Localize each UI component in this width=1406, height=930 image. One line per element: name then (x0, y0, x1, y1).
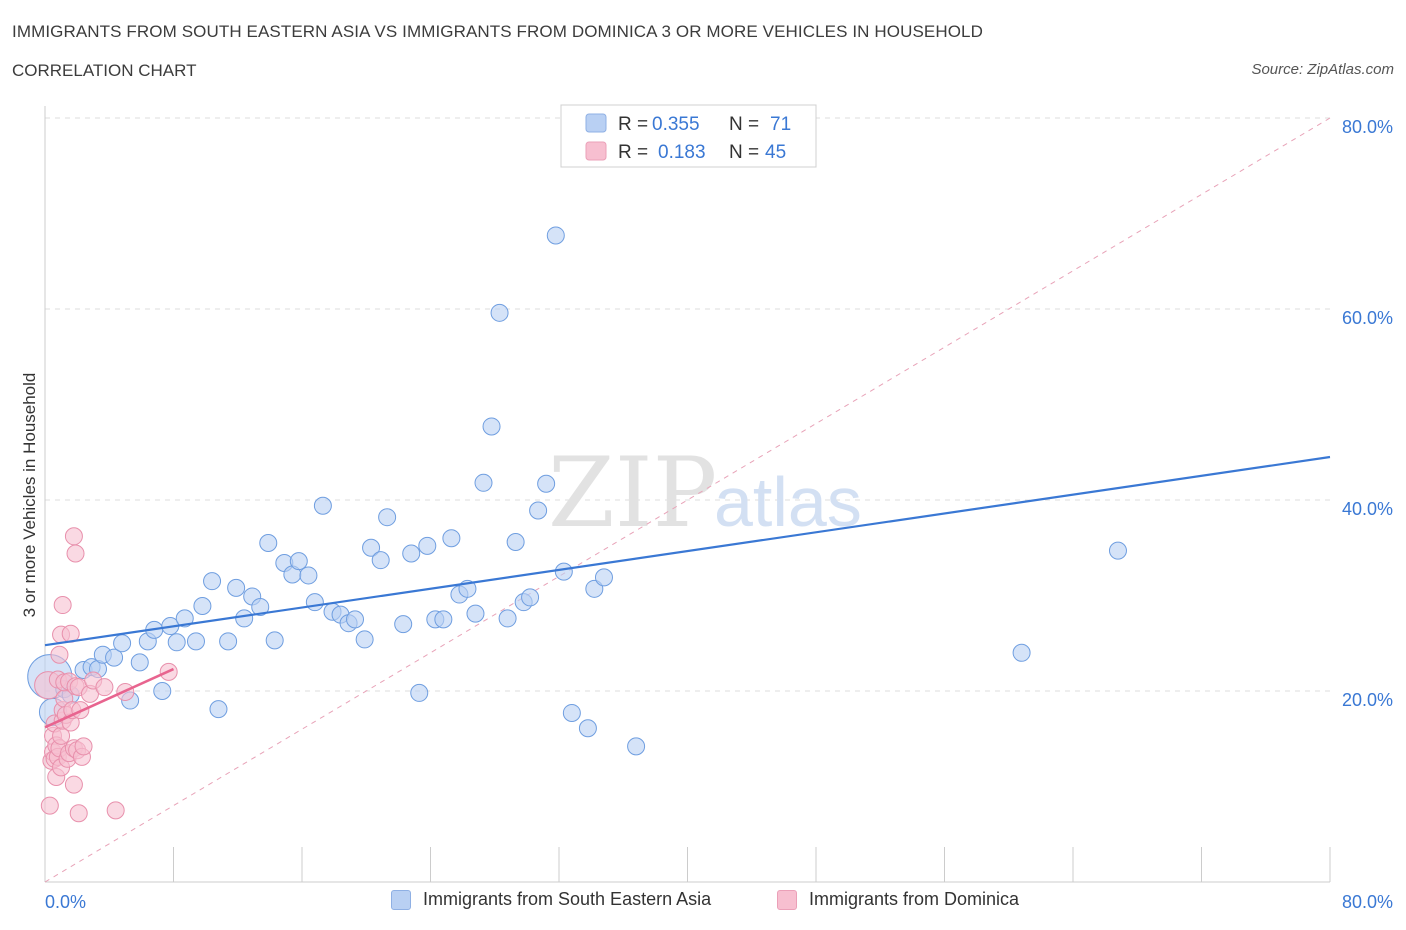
legend-r-value-1: 0.183 (658, 142, 706, 163)
chart-subtitle: CORRELATION CHART (12, 61, 197, 80)
series-dominica-points (34, 527, 178, 823)
watermark: ZIP atlas (548, 437, 862, 549)
sea-point-16 (167, 633, 186, 652)
sea-point-62 (546, 226, 565, 245)
sea-point-42 (378, 508, 397, 527)
legend-label-south-eastern-asia: Immigrants from South Eastern Asia (423, 889, 712, 909)
sea-point-18 (186, 632, 205, 651)
legend-top: R = 0.355 N = 71 R = 0.183 N = 45 (560, 104, 817, 168)
sea-point-41 (371, 551, 390, 570)
sea-point-54 (482, 417, 501, 436)
sea-point-49 (442, 529, 461, 548)
watermark-atlas: atlas (714, 463, 862, 541)
sea-point-34 (313, 496, 332, 515)
sea-point-24 (235, 609, 254, 628)
sea-point-43 (394, 615, 413, 634)
sea-point-39 (355, 630, 374, 649)
sea-point-9 (113, 634, 132, 653)
grid-lines (45, 117, 1330, 692)
sea-point-48 (434, 610, 453, 629)
sea-point-53 (474, 473, 493, 492)
sea-point-59 (521, 588, 540, 607)
y-tick-label-2: 60.0% (1342, 308, 1393, 328)
sea-point-31 (289, 552, 308, 571)
legend-swatch-dominica (777, 889, 797, 910)
y-tick-label-0: 20.0% (1342, 690, 1393, 710)
y-tick-labels: 20.0% 40.0% 60.0% 80.0% (1342, 117, 1393, 710)
legend-n-label-0: N = (729, 114, 759, 135)
legend-r-label-0: R = (618, 114, 648, 135)
sea-point-60 (529, 501, 548, 520)
dominica-point-29 (64, 775, 83, 794)
dominica-point-41 (95, 678, 114, 697)
dominica-point-11 (50, 645, 69, 664)
chart-title: IMMIGRANTS FROM SOUTH EASTERN ASIA VS IM… (12, 22, 983, 41)
sea-point-17 (175, 609, 194, 628)
sea-point-33 (305, 593, 324, 612)
watermark-zip: ZIP (548, 437, 717, 549)
legend-n-value-1: 45 (765, 142, 786, 163)
sea-point-67 (594, 568, 613, 587)
sea-point-19 (193, 597, 212, 616)
sea-point-21 (209, 700, 228, 719)
sea-point-23 (227, 578, 246, 597)
sea-point-11 (130, 653, 149, 672)
x-tick-label-1: 80.0% (1342, 892, 1393, 912)
sea-point-68 (627, 737, 646, 756)
sea-point-61 (537, 474, 556, 493)
dominica-point-42 (106, 801, 125, 820)
dominica-point-32 (64, 527, 83, 546)
trend-lines (44, 455, 1331, 729)
sea-point-26 (251, 597, 270, 616)
sea-point-40 (362, 538, 381, 557)
sea-point-64 (562, 703, 581, 722)
legend-label-dominica: Immigrants from Dominica (809, 889, 1020, 909)
sea-point-45 (410, 683, 429, 702)
dominica-point-1 (40, 796, 59, 815)
sea-point-46 (418, 536, 437, 555)
legend-item-dominica[interactable]: Immigrants from Dominica (777, 889, 1019, 910)
legend-n-label-1: N = (729, 142, 759, 163)
sea-point-14 (153, 682, 172, 700)
dominica-point-20 (53, 596, 72, 615)
legend-swatch-blue (585, 113, 607, 133)
sea-point-52 (466, 604, 485, 623)
dominica-point-38 (74, 737, 93, 756)
legend-r-label-1: R = (618, 142, 648, 163)
sea-point-22 (219, 632, 238, 651)
series-south-eastern-asia-points (27, 226, 1127, 756)
sea-point-8 (105, 648, 124, 667)
sea-point-20 (203, 572, 222, 591)
sea-point-57 (506, 533, 525, 552)
sea-point-66 (585, 579, 604, 598)
sea-point-65 (578, 719, 597, 738)
x-tick-label-0: 0.0% (45, 892, 86, 912)
x-tick-labels: 0.0% 80.0% (45, 892, 1393, 912)
legend-bottom: Immigrants from South Eastern Asia Immig… (0, 889, 1406, 915)
sea-point-27 (259, 533, 278, 552)
trend-line-dominica (44, 667, 175, 729)
sea-point-63 (554, 562, 573, 581)
sea-point-44 (402, 544, 421, 563)
legend-r-value-0: 0.355 (652, 114, 700, 135)
legend-n-value-0: 71 (770, 114, 791, 135)
legend-swatch-south-eastern-asia (391, 889, 411, 910)
y-axis-label: 3 or more Vehicles in Household (20, 373, 39, 618)
y-tick-label-3: 80.0% (1342, 117, 1393, 137)
legend-swatch-pink (585, 141, 607, 161)
source-label: Source: ZipAtlas.com (1251, 61, 1394, 78)
sea-point-38 (346, 610, 365, 629)
dominica-point-36 (69, 804, 88, 823)
sea-point-56 (498, 609, 517, 628)
sea-point-32 (299, 566, 318, 585)
trend-line-south-eastern-asia (44, 455, 1331, 647)
sea-point-28 (265, 631, 284, 650)
sea-point-70 (1108, 541, 1127, 560)
dominica-point-33 (66, 544, 85, 563)
sea-point-55 (490, 303, 509, 322)
legend-item-south-eastern-asia[interactable]: Immigrants from South Eastern Asia (391, 889, 711, 910)
y-tick-label-1: 40.0% (1342, 499, 1393, 519)
sea-point-69 (1012, 643, 1031, 662)
